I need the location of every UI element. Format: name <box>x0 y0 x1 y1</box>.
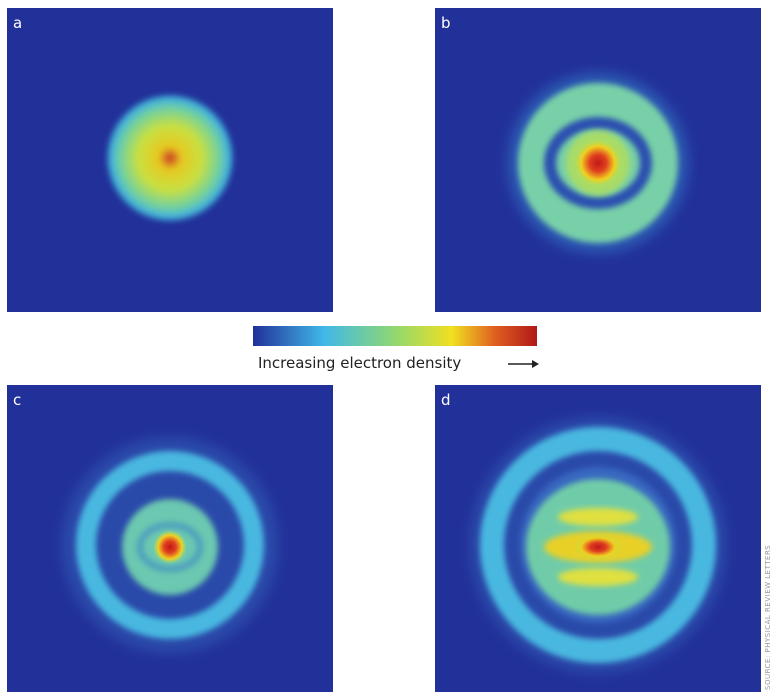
figure: a b Increasing electron density c <box>0 0 775 696</box>
panel: d <box>435 385 761 692</box>
panel: b <box>435 8 761 312</box>
credit: SOURCE: PHYSICAL REVIEW LETTERS <box>764 545 772 690</box>
panel: a <box>7 8 333 312</box>
panel-label: d <box>441 391 451 409</box>
arrow <box>508 360 539 368</box>
colorbar-label: Increasing electron density <box>258 354 461 372</box>
panel-label: c <box>13 391 21 409</box>
colorbar <box>253 326 537 346</box>
panel-label: a <box>13 14 22 32</box>
panel: c <box>7 385 333 692</box>
panel-label: b <box>441 14 451 32</box>
